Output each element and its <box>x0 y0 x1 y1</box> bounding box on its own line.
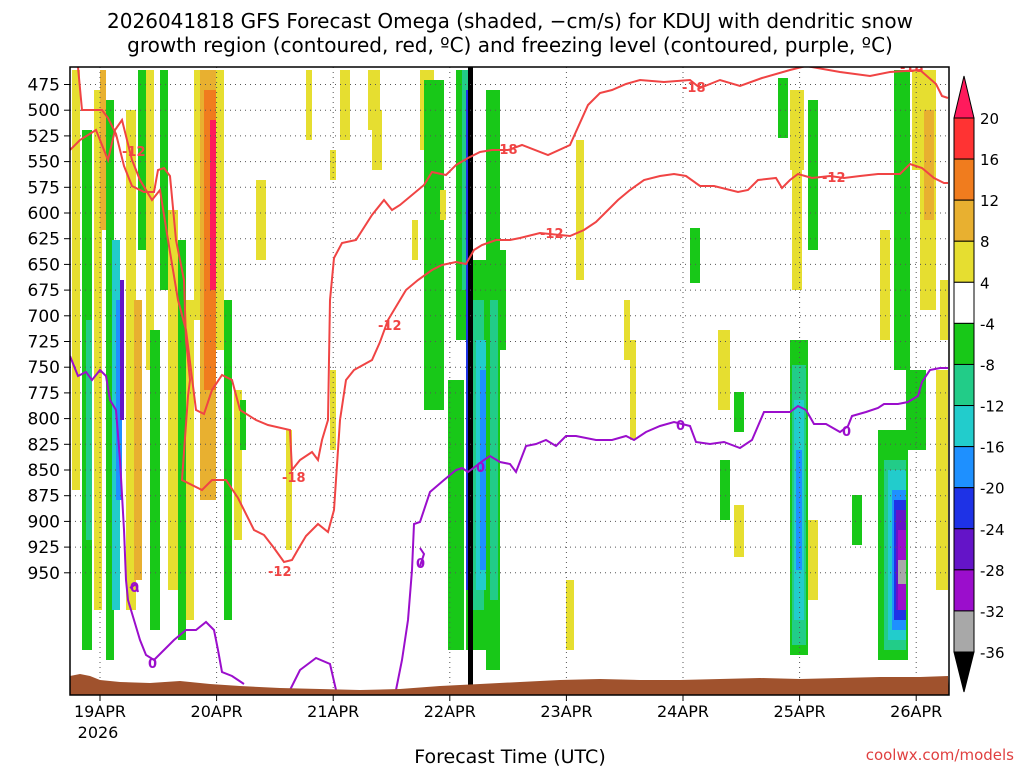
colorbar-box <box>953 363 975 407</box>
colorbar-box <box>953 240 975 283</box>
y-tick-label: 525 <box>28 127 60 147</box>
colorbar-box <box>953 158 975 201</box>
freezing-label: 0 <box>148 657 157 672</box>
colorbar-label: -36 <box>980 644 1005 662</box>
x-tick-label: 20APR <box>191 702 243 721</box>
x-tick-label: 22APR <box>424 702 476 721</box>
x-tick-label: 26APR <box>890 702 942 721</box>
colorbar-box <box>953 281 975 324</box>
x-axis-label: Forecast Time (UTC) <box>414 746 605 768</box>
y-tick-label: 825 <box>28 435 60 455</box>
plot-frame <box>69 66 950 696</box>
x-tick-label: 21APR <box>307 702 359 721</box>
colorbar-box <box>953 569 975 612</box>
dgz-contour-labels: -12 -12 -18 -12 -18 -18 -12 -12 -18 <box>122 61 924 580</box>
y-tick-label: 775 <box>28 384 60 404</box>
colorbar-triangle-top <box>953 75 975 119</box>
colorbar-label: 20 <box>980 110 999 128</box>
colorbar-label: -12 <box>980 398 1005 416</box>
x-tick-label: 19APR <box>74 702 126 721</box>
colorbar-label: 4 <box>980 274 990 292</box>
y-tick-label: 625 <box>28 230 60 250</box>
colorbar-label: 16 <box>980 151 999 169</box>
freezing-label: 0 <box>416 557 425 572</box>
plot-area: -12 -12 -18 -12 -18 -18 -12 -12 -18 0 0 … <box>70 61 949 695</box>
y-tick-label: 925 <box>28 538 60 558</box>
dgz-contours <box>70 67 949 564</box>
colorbar-box <box>953 487 975 530</box>
y-tick-label: 500 <box>28 101 60 121</box>
colorbar-box <box>953 199 975 242</box>
y-tick-label: 475 <box>28 76 60 96</box>
y-tick-label: 950 <box>28 564 60 584</box>
y-tick-label: 650 <box>28 255 60 275</box>
colorbar-triangle-bottom <box>953 651 975 693</box>
y-tick-label: 700 <box>28 307 60 327</box>
y-tick-label: 600 <box>28 204 60 224</box>
x-tick-label: 24APR <box>657 702 709 721</box>
dgz-label: -18 <box>682 81 706 96</box>
colorbar-box <box>953 528 975 571</box>
x-axis-year: 2026 <box>78 723 119 742</box>
freezing-label: 0 <box>842 425 851 440</box>
x-axis: 19APR 20APR 21APR 22APR 23APR 24APR 25APR 26APR <box>74 695 942 721</box>
y-tick-label: 675 <box>28 281 60 301</box>
freezing-level-contours <box>70 355 948 691</box>
omega-shading <box>72 67 948 687</box>
colorbar-label: -16 <box>980 439 1005 457</box>
chart-title-line1: 2026041818 GFS Forecast Omega (shaded, −… <box>107 9 913 33</box>
y-tick-label: 800 <box>28 410 60 430</box>
x-tick-label: 25APR <box>774 702 826 721</box>
terrain-fill <box>70 674 949 695</box>
x-tick-label: 23APR <box>540 702 592 721</box>
colorbar-label: -32 <box>980 603 1005 621</box>
y-axis: 475 500 525 550 575 600 625 650 675 700 725 750 775 8… <box>28 76 70 584</box>
colorbar-label: -28 <box>980 562 1005 580</box>
dgz-label: -12 <box>378 319 402 334</box>
credit-text: coolwx.com/models <box>866 746 1014 764</box>
freezing-label: 0 <box>676 419 685 434</box>
dgz-label: -18 <box>900 61 924 76</box>
freezing-label: 0 <box>130 581 139 596</box>
freezing-label: 0 <box>476 461 485 476</box>
y-tick-label: 750 <box>28 358 60 378</box>
y-tick-label: 875 <box>28 487 60 507</box>
freezing-contour-labels: 0 0 0 0 0 0 <box>130 419 851 672</box>
colorbar-label: 12 <box>980 192 999 210</box>
colorbar-box <box>953 610 975 653</box>
dgz-label: -12 <box>822 171 846 186</box>
colorbar-label: -4 <box>980 315 995 333</box>
colorbar: 20 16 12 8 4 -4 -8 -12 -16 -20 -24 -28 -32 -36 <box>953 75 1005 693</box>
y-tick-label: 725 <box>28 333 60 353</box>
dgz-label: -12 <box>268 565 292 580</box>
colorbar-label: -8 <box>980 356 995 374</box>
colorbar-box <box>953 117 975 160</box>
colorbar-label: -20 <box>980 480 1005 498</box>
dgz-label: -18 <box>494 143 518 158</box>
colorbar-box <box>953 322 975 365</box>
dgz-label: -12 <box>122 145 146 160</box>
colorbar-box <box>953 446 975 489</box>
dgz-label: -12 <box>540 227 564 242</box>
colorbar-label: 8 <box>980 233 990 251</box>
y-tick-label: 575 <box>28 178 60 198</box>
y-tick-label: 850 <box>28 461 60 481</box>
colorbar-box <box>953 405 975 448</box>
chart-title-line2: growth region (contoured, red, ºC) and f… <box>127 33 893 57</box>
y-tick-label: 550 <box>28 153 60 173</box>
y-tick-label: 900 <box>28 512 60 532</box>
colorbar-label: -24 <box>980 521 1005 539</box>
dgz-label: -18 <box>282 471 306 486</box>
